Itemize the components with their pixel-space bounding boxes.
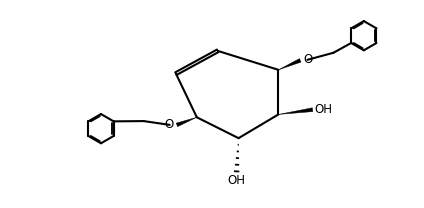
Polygon shape <box>279 108 313 114</box>
Text: OH: OH <box>315 103 333 116</box>
Text: OH: OH <box>228 174 245 187</box>
Polygon shape <box>279 59 301 70</box>
Text: O: O <box>164 118 173 131</box>
Polygon shape <box>176 117 197 127</box>
Text: O: O <box>304 53 313 66</box>
